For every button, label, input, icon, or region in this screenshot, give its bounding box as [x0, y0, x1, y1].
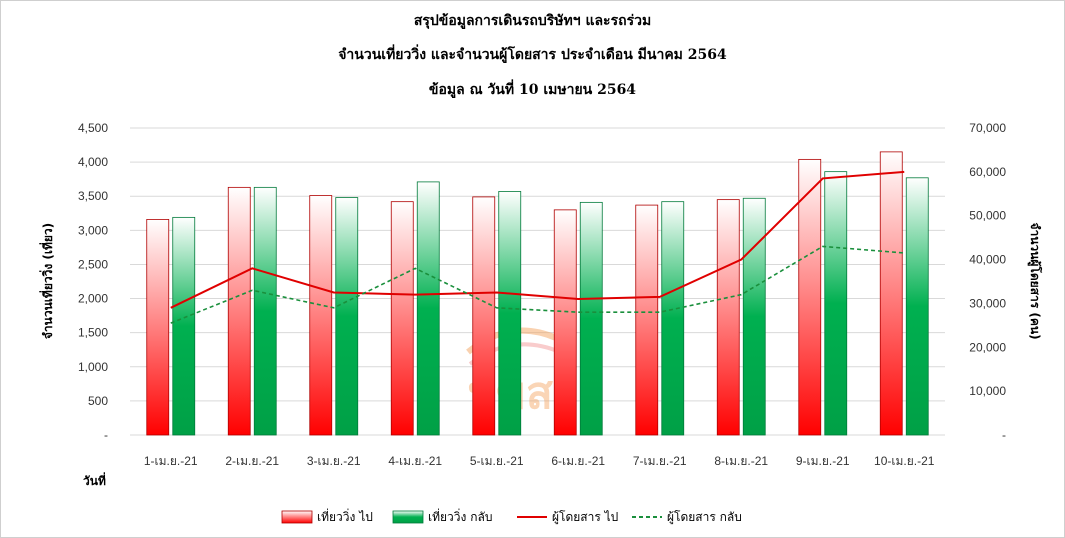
legend-trips-back-label: เที่ยววิ่ง กลับ	[428, 508, 492, 524]
y2-tick-label: 60,000	[969, 165, 1006, 179]
legend: เที่ยววิ่ง ไป เที่ยววิ่ง กลับ ผู้โดยสาร ไป…	[281, 508, 742, 525]
x-tick-label: 10-เม.ย.-21	[874, 454, 935, 468]
line-pax-back	[170, 245, 905, 324]
x-tick-label: 3-เม.ย.-21	[307, 454, 361, 468]
bar-trips-out	[716, 199, 740, 436]
x-axis-title: วันที่	[83, 472, 106, 488]
x-tick-label: 8-เม.ย.-21	[714, 454, 768, 468]
bar-trips-back	[905, 177, 929, 436]
bar-trips-out	[146, 219, 170, 436]
x-tick-label: 4-เม.ย.-21	[388, 454, 442, 468]
bar-trips-out	[472, 196, 496, 436]
y-tick-label: 2,500	[78, 257, 108, 271]
y2-tick-label: 10,000	[969, 384, 1006, 398]
lines	[170, 170, 905, 324]
bar-trips-back	[661, 201, 685, 436]
bar-trips-out	[309, 195, 333, 436]
x-tick-label: 9-เม.ย.-21	[796, 454, 850, 468]
bar-trips-back	[579, 201, 603, 436]
y-tick-label: 4,500	[78, 121, 108, 135]
legend-trips-out-swatch	[281, 510, 313, 524]
axes: - 500 1,000 1,500 2,000 2,500 3,000 3,500 4,000 4…	[78, 121, 1006, 468]
x-tick-label: 5-เม.ย.-21	[470, 454, 524, 468]
bar-trips-out	[227, 186, 251, 436]
y2-tick-label: 40,000	[969, 253, 1006, 267]
y2-tick-label: 50,000	[969, 209, 1006, 223]
bar-trips-back	[742, 197, 766, 436]
bar-trips-back	[335, 197, 359, 436]
y2-tick-label: -	[1002, 428, 1006, 442]
chart-title-line3: ข้อมูล ณ วันที่ 10 เมษายน 2564	[428, 82, 637, 98]
y-tick-label: 3,000	[78, 223, 108, 237]
bar-trips-out	[798, 158, 822, 436]
y-tick-label: 1,500	[78, 326, 108, 340]
bar-trips-back	[253, 186, 277, 436]
x-tick-label: 7-เม.ย.-21	[633, 454, 687, 468]
y2-tick-label: 20,000	[969, 340, 1006, 354]
y2-tick-label: 70,000	[969, 121, 1006, 135]
y-tick-label: 2,000	[78, 292, 108, 306]
legend-trips-out-label: เที่ยววิ่ง ไป	[317, 508, 373, 524]
x-tick-label: 1-เม.ย.-21	[144, 454, 198, 468]
x-tick-label: 6-เม.ย.-21	[551, 454, 605, 468]
y-tick-label: 1,000	[78, 360, 108, 374]
bar-trips-out	[879, 151, 903, 436]
chart-title-line2: จำนวนเที่ยววิ่ง และจำนวนผู้โดยสาร ประจำเ…	[338, 47, 727, 63]
chart-title-line1: สรุปข้อมูลการเดินรถบริษัทฯ และรถร่วม	[413, 13, 652, 29]
bar-trips-back	[172, 216, 196, 436]
y-tick-label: 4,000	[78, 155, 108, 169]
legend-trips-back-swatch	[392, 510, 424, 524]
y-tick-label: 500	[88, 394, 108, 408]
y-axis-title: จำนวนเที่ยววิ่ง (เที่ยว)	[39, 223, 55, 339]
bar-trips-back	[416, 181, 440, 436]
y-tick-label: 3,500	[78, 189, 108, 203]
bar-trips-out	[553, 209, 577, 436]
bars	[146, 151, 929, 436]
bar-trips-out	[635, 204, 659, 436]
line-pax-out	[170, 170, 905, 309]
y2-tick-label: 30,000	[969, 296, 1006, 310]
legend-pax-back-label: ผู้โดยสาร กลับ	[667, 510, 742, 525]
bar-trips-out	[390, 201, 414, 436]
y2-axis-title: จำนวนผู้โดยสาร (คน)	[1027, 222, 1043, 339]
bar-trips-back	[498, 191, 522, 436]
legend-pax-out-label: ผู้โดยสาร ไป	[552, 510, 618, 525]
bar-trips-back	[824, 171, 848, 436]
x-tick-label: 2-เม.ย.-21	[225, 454, 279, 468]
y-tick-label: -	[104, 428, 108, 442]
